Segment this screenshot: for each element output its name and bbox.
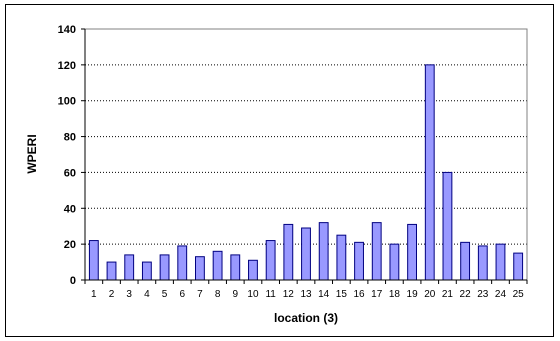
bar-location-4 [141, 261, 152, 281]
x-tick-label: 25 [513, 289, 525, 300]
bar-location-11 [265, 240, 276, 281]
x-tick-label: 9 [232, 289, 238, 300]
y-tick-label: 60 [64, 167, 76, 179]
bar-location-16 [354, 241, 364, 281]
y-tick-labels: 0 20 40 60 80 100 120 140 [58, 24, 85, 287]
bar-location-21 [442, 171, 453, 281]
x-axis-title: location (3) [274, 311, 338, 325]
y-tick-label: 0 [70, 275, 76, 287]
y-tick-label: 40 [64, 203, 76, 215]
y-tick-label: 100 [58, 96, 76, 108]
x-tick-label: 13 [300, 289, 312, 300]
x-tick-label: 3 [126, 289, 132, 300]
bar-location-18 [389, 243, 400, 281]
x-tick-label: 21 [442, 289, 454, 300]
bar-location-1 [88, 240, 99, 281]
bar-location-23 [477, 245, 488, 281]
x-tick-label: 17 [371, 289, 383, 300]
y-tick-label: 120 [58, 60, 76, 72]
bar-location-3 [124, 254, 135, 281]
bar-location-6 [177, 245, 188, 281]
gridlines [85, 28, 527, 245]
bar-location-2 [106, 261, 117, 281]
y-tick-label: 80 [64, 132, 76, 144]
x-tick-label: 7 [197, 289, 203, 300]
x-tick-label: 12 [283, 289, 295, 300]
x-tick-label: 19 [407, 289, 419, 300]
x-tick-label: 22 [460, 289, 472, 300]
x-tick-label: 4 [144, 289, 150, 300]
x-tick-label: 1 [91, 289, 97, 300]
y-tick-label: 140 [58, 24, 76, 36]
x-tick-label: 8 [215, 289, 221, 300]
bar-location-24 [495, 243, 506, 281]
bar-location-19 [407, 223, 418, 281]
x-tick-label: 23 [477, 289, 489, 300]
bar-location-9 [230, 254, 241, 281]
bar-location-7 [195, 256, 205, 281]
y-axis-title: WPERI [25, 134, 39, 173]
bar-location-15 [336, 234, 347, 281]
bar-location-8 [212, 250, 223, 281]
x-tick-labels: 1 2 3 4 5 6 7 8 9 10 11 12 13 14 15 16 17 18 19 20 21 22 23 24 2… [84, 280, 528, 300]
x-tick-label: 10 [247, 289, 259, 300]
x-tick-label: 6 [179, 289, 185, 300]
bar-location-13 [301, 227, 311, 281]
bar-location-5 [159, 254, 170, 281]
x-tick-label: 24 [495, 289, 507, 300]
x-tick-label: 18 [389, 289, 401, 300]
bar-location-22 [460, 241, 471, 281]
bar-location-14 [318, 222, 329, 281]
x-tick-label: 16 [353, 289, 365, 300]
bar-location-20 [424, 64, 435, 281]
bar-location-10 [248, 259, 258, 281]
bar-location-12 [283, 223, 294, 281]
bar-location-25 [513, 252, 524, 281]
x-tick-label: 14 [318, 289, 330, 300]
x-tick-label: 2 [109, 289, 115, 300]
x-tick-label: 20 [424, 289, 436, 300]
x-tick-label: 5 [162, 289, 168, 300]
x-tick-label: 11 [265, 289, 276, 300]
y-tick-label: 20 [64, 239, 76, 251]
x-tick-label: 15 [336, 289, 348, 300]
bar-location-17 [371, 222, 382, 281]
